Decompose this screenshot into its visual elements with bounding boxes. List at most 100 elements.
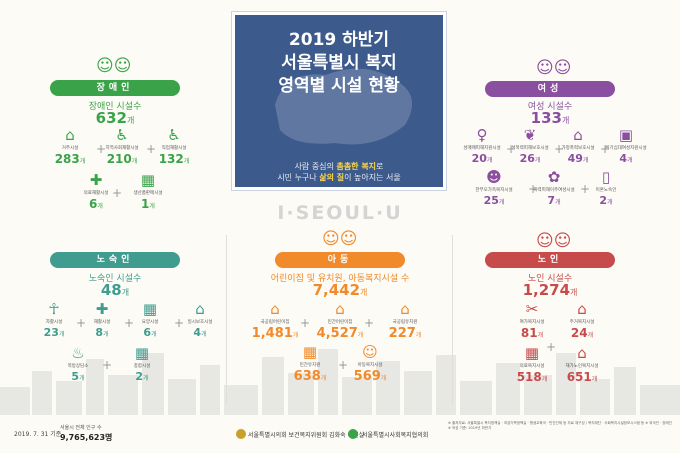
homeless-item-value: 23개 <box>43 326 65 339</box>
building-icon: ▦ <box>142 300 158 318</box>
flower-icon: ✿ <box>547 168 561 186</box>
elderly-total-value: 1,274개 <box>522 281 578 299</box>
elderly-section-header: 노인 <box>485 252 615 268</box>
homeless-item: ✚ 재활시설 8개 <box>72 300 132 339</box>
women-item-label: 가정폭력보호시설 <box>561 146 595 151</box>
elderly-total-label: 노인 시설수 <box>527 274 573 284</box>
children-item: ⌂ 민간어린이집 4,527개 <box>310 300 370 341</box>
disabled-item: ✚ 의료재활시설 6개 <box>66 171 126 211</box>
plus-icon: + <box>146 142 157 156</box>
title-panel: 2019 하반기 서울특별시 복지 영역별 시설 현황 사람 중심의 촘촘한 복… <box>232 12 446 190</box>
homeless-section-header: 노숙인 <box>50 252 180 268</box>
plus-icon: + <box>174 316 185 330</box>
children-item-label: 민간유치원 <box>299 363 321 368</box>
complex-building-icon: ▦ <box>134 344 150 362</box>
women-item-value: 4개 <box>619 152 633 165</box>
women-section-header: 여성 <box>485 81 615 97</box>
disabled-item: ▦ 생산품판매시설 1개 <box>118 171 178 211</box>
homeless-item-value: 5개 <box>71 370 85 383</box>
bag-icon: ▣ <box>618 126 634 144</box>
disabled-item-label: 생산품판매시설 <box>133 191 163 196</box>
children-item-value: 4,527개 <box>316 326 364 341</box>
page-title: 2019 하반기 서울특별시 복지 영역별 시설 현황 <box>278 30 400 96</box>
home-care-icon: ⌂ <box>577 344 587 362</box>
footer-notes: ※ 출처자료: 서울특별시 복지정책실 · 여성가족정책실 · 평생교육국 · … <box>448 421 672 430</box>
elderly-item-label: 의료복지시설 <box>519 364 545 369</box>
women-item: ⌂ 가정폭력보호시설 49개 <box>548 126 608 165</box>
plus-icon: + <box>580 182 591 196</box>
women-item: ❦ 성폭력피해보호시설 26개 <box>500 126 560 165</box>
disabled-item-value: 1개 <box>141 197 155 211</box>
brand-slogan: I·SEOUL·U <box>277 202 403 224</box>
children-item-value: 638개 <box>293 369 327 384</box>
women-item: ✿ 폭력피해이주여성시설 7개 <box>524 168 584 207</box>
care-hand-icon: ✚ <box>95 300 109 318</box>
disabled-item: ⌂ 거주시설 283개 <box>40 126 100 166</box>
skyline-building <box>614 367 636 415</box>
children-total-label: 어린이집 및 유치원, 아동복지시설 수 <box>270 274 410 284</box>
skyline-building <box>580 379 610 415</box>
skyline-building <box>404 371 432 415</box>
women-item-label: 한부모가족복지시설 <box>475 188 513 193</box>
disabled-total-label: 장애인 시설수 <box>88 102 142 112</box>
women-item-label: 위기십대여성지원시설 <box>605 146 647 151</box>
homeless-item-value: 4개 <box>193 326 207 339</box>
skyline-building <box>224 385 258 415</box>
homeless-item: ☥ 자활시설 23개 <box>24 300 84 339</box>
footer-date: 2019. 7. 31 기준 <box>14 431 62 438</box>
disabled-total-value: 632개 <box>95 109 135 127</box>
plus-icon: + <box>338 358 349 372</box>
homeless-item-label: 일시보호시설 <box>187 320 213 325</box>
children-item-value: 1,481개 <box>251 326 299 341</box>
children-item-label: 아동복지시설 <box>357 363 383 368</box>
plus-icon: + <box>76 316 87 330</box>
skyline-building <box>556 353 576 415</box>
elderly-item-value: 24개 <box>570 326 594 340</box>
plus-icon: + <box>102 358 113 372</box>
women-total-value: 133개 <box>530 109 570 127</box>
homeless-item-value: 8개 <box>95 326 109 339</box>
council-logo-icon <box>236 429 246 439</box>
hands-icon: ❦ <box>523 126 537 144</box>
skyline-building <box>640 385 680 415</box>
plus-icon: + <box>528 182 539 196</box>
women-item: ♀ 성매매피해지원시설 20개 <box>452 126 512 165</box>
skyline-building <box>436 355 456 415</box>
women-item-value: 26개 <box>519 152 541 165</box>
women-item-label: 폭력피해이주여성시설 <box>533 188 575 193</box>
homeless-item-value: 6개 <box>143 326 157 339</box>
women-item-value: 49개 <box>567 152 589 165</box>
rehab-person-icon: ☥ <box>48 300 60 318</box>
children-section-header: 아동 <box>275 252 405 268</box>
skyline-building <box>168 379 196 415</box>
skyline-building <box>496 363 520 415</box>
elderly-item-value: 81개 <box>520 326 544 340</box>
skyline-building <box>108 375 138 415</box>
children-total-value: 7,442개 <box>312 281 368 299</box>
skyline-building <box>262 357 284 415</box>
children-item: ▦ 민간유치원 638개 <box>280 343 340 384</box>
plus-icon: + <box>96 142 107 156</box>
skyline-building <box>0 387 30 415</box>
homeless-item-value: 2개 <box>135 370 149 383</box>
elderly-item-value: 518개 <box>516 370 548 384</box>
homeless-item: ♨ 쪽방상담소 5개 <box>48 344 108 383</box>
divider-vertical-right <box>452 235 453 405</box>
children-item-label: 국공립어린이집 <box>260 320 290 325</box>
door-icon: ▯ <box>601 168 611 186</box>
house-icon: ⌂ <box>65 126 75 144</box>
elderly-item-label: 주거복지시설 <box>569 320 595 325</box>
women-item-label: 미혼노숙인 <box>595 188 617 193</box>
disabled-item-value: 283개 <box>54 152 86 166</box>
skyline-building <box>460 381 492 415</box>
footer-organization-ssn: 서울특별시사회복지협의회 <box>362 432 429 439</box>
elderly-item: ⌂ 재가노인복지시설 651개 <box>552 344 612 384</box>
plus-icon: + <box>112 186 123 200</box>
children-item-value: 569개 <box>353 369 387 384</box>
disabled-item-value: 132개 <box>158 152 190 166</box>
homeless-item-label: 재활시설 <box>93 320 111 325</box>
disabled-item-label: 직업재활시설 <box>161 146 187 151</box>
children-item-value: 227개 <box>388 326 422 341</box>
disabled-item-label: 거주시설 <box>61 146 79 151</box>
children-item-label: 국공립유치원 <box>392 320 418 325</box>
